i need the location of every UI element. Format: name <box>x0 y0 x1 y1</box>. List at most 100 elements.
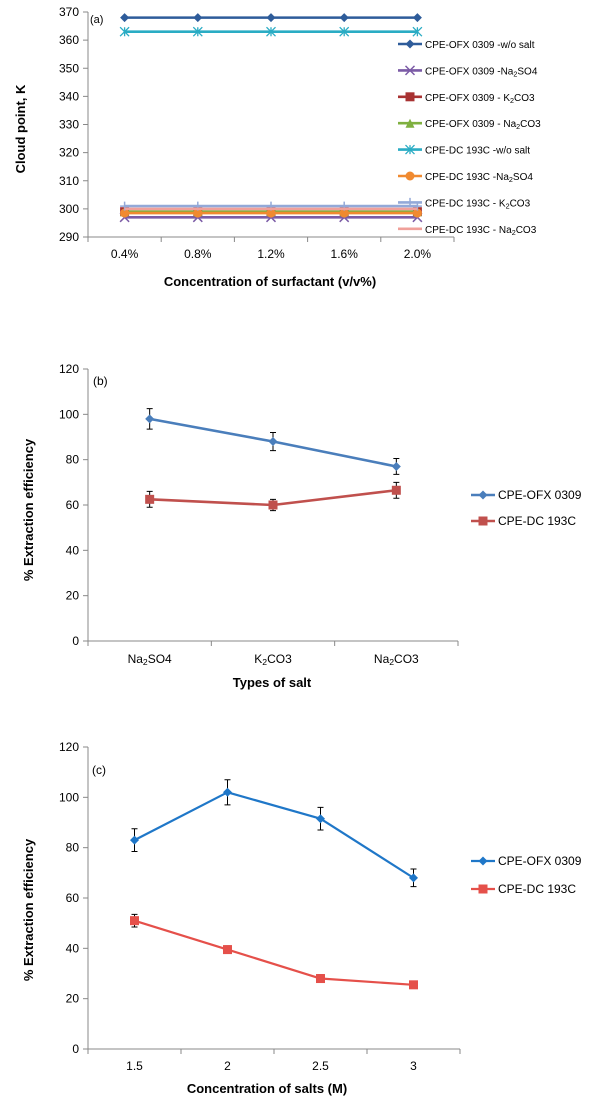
y-tick-label: 20 <box>66 992 80 1006</box>
legend-marker <box>404 65 416 76</box>
x-tick-label: 0.4% <box>111 247 139 261</box>
y-tick-label: 370 <box>59 5 79 19</box>
legend-label: CPE-DC 193C -Na2SO4 <box>425 172 533 184</box>
data-point <box>268 437 278 447</box>
x-tick-label: 3 <box>410 1059 417 1073</box>
chart-panel-a: (a) Cloud point, K Concentration of surf… <box>13 5 541 289</box>
chart-panel-b: (b) % Extraction efficiency Types of sal… <box>21 362 582 690</box>
data-point <box>193 13 203 23</box>
y-tick-label: 60 <box>66 891 80 905</box>
y-tick-label: 360 <box>59 33 79 47</box>
data-point <box>120 208 130 218</box>
x-tick-label: 1.2% <box>257 247 285 261</box>
y-tick-label: 20 <box>66 589 80 603</box>
data-point <box>409 873 418 883</box>
data-point <box>339 13 349 23</box>
legend-label: CPE-OFX 0309 <box>498 854 582 868</box>
legend-marker <box>405 118 415 128</box>
data-point <box>412 208 422 218</box>
series-line <box>133 791 415 879</box>
series-line <box>134 919 414 986</box>
data-point <box>266 208 276 218</box>
panel-label-a: (a) <box>90 14 103 26</box>
data-point <box>145 494 155 504</box>
x-tick-label: 2.5 <box>312 1059 329 1073</box>
y-tick-label: 300 <box>59 202 79 216</box>
legend-marker <box>405 39 415 49</box>
data-point <box>223 787 232 797</box>
data-point <box>120 13 130 23</box>
y-tick-label: 80 <box>66 841 80 855</box>
legend-marker <box>478 856 488 866</box>
panel-label-c: (c) <box>92 763 106 777</box>
x-tick-label: 0.8% <box>184 247 212 261</box>
legend-label: CPE-OFX 0309 -w/o salt <box>425 40 535 51</box>
data-point <box>412 26 423 37</box>
y-tick-label: 0 <box>72 1042 79 1056</box>
legend-label: CPE-DC 193C -w/o salt <box>425 146 530 157</box>
legend-label: CPE-OFX 0309 -Na2SO4 <box>425 66 538 78</box>
y-tick-label: 100 <box>59 790 79 804</box>
y-axis-title-c: % Extraction efficiency <box>21 838 36 981</box>
x-tick-label: 2.0% <box>404 247 432 261</box>
y-tick-label: 60 <box>66 498 80 512</box>
y-tick-label: 290 <box>59 230 79 244</box>
legend-marker <box>478 490 488 500</box>
y-tick-label: 310 <box>59 174 79 188</box>
data-point <box>119 26 130 37</box>
x-axis-title-b: Types of salt <box>233 675 312 690</box>
x-tick-label: 2 <box>224 1059 231 1073</box>
data-point <box>409 980 418 990</box>
data-point <box>316 974 325 984</box>
legend-marker <box>405 171 415 181</box>
legend-label: CPE-DC 193C <box>498 514 576 528</box>
y-tick-label: 330 <box>59 118 79 132</box>
data-point <box>268 500 278 510</box>
y-tick-label: 350 <box>59 61 79 75</box>
x-axis-title-a: Concentration of surfactant (v/v%) <box>164 274 376 289</box>
data-point <box>192 26 203 37</box>
data-point <box>266 13 276 23</box>
data-point <box>316 814 325 824</box>
data-point <box>130 916 139 926</box>
x-tick-label: Na2CO3 <box>374 652 419 667</box>
x-tick-label: 1.6% <box>331 247 359 261</box>
y-tick-label: 120 <box>59 362 79 376</box>
legend-label: CPE-DC 193C - K2CO3 <box>425 198 531 210</box>
y-tick-label: 40 <box>66 941 80 955</box>
data-point <box>391 461 401 471</box>
legend-marker <box>405 197 415 207</box>
data-point <box>223 945 232 955</box>
y-tick-label: 80 <box>66 453 80 467</box>
y-axis-title-b: % Extraction efficiency <box>21 438 36 581</box>
legend-label: CPE-OFX 0309 - Na2CO3 <box>425 119 541 131</box>
data-point <box>130 835 139 845</box>
legend-label: CPE-OFX 0309 <box>498 488 582 502</box>
data-point <box>145 414 155 424</box>
y-tick-label: 120 <box>59 740 79 754</box>
x-tick-label: K2CO3 <box>254 652 292 667</box>
y-tick-label: 0 <box>72 634 79 648</box>
data-point <box>339 208 349 218</box>
data-point <box>193 208 203 218</box>
y-tick-label: 320 <box>59 146 79 160</box>
data-point <box>412 13 422 23</box>
data-point <box>391 485 401 495</box>
legend-label: CPE-OFX 0309 - K2CO3 <box>425 93 535 105</box>
x-tick-label: 1.5 <box>126 1059 143 1073</box>
legend-marker <box>405 144 415 155</box>
y-axis-title-a: Cloud point, K <box>13 84 28 173</box>
x-axis-title-c: Concentration of salts (M) <box>187 1081 347 1096</box>
data-point <box>266 26 276 37</box>
x-tick-label: Na2SO4 <box>128 652 172 667</box>
panel-label-b: (b) <box>93 374 108 388</box>
y-tick-label: 40 <box>66 543 80 557</box>
y-tick-label: 340 <box>59 89 79 103</box>
chart-panel-c: (c) % Extraction efficiency Concentratio… <box>21 740 582 1096</box>
legend-label: CPE-DC 193C <box>498 882 576 896</box>
legend-marker <box>478 884 488 894</box>
legend-marker <box>405 92 415 102</box>
data-point <box>339 26 350 37</box>
legend-label: CPE-DC 193C - Na2CO3 <box>425 225 537 237</box>
